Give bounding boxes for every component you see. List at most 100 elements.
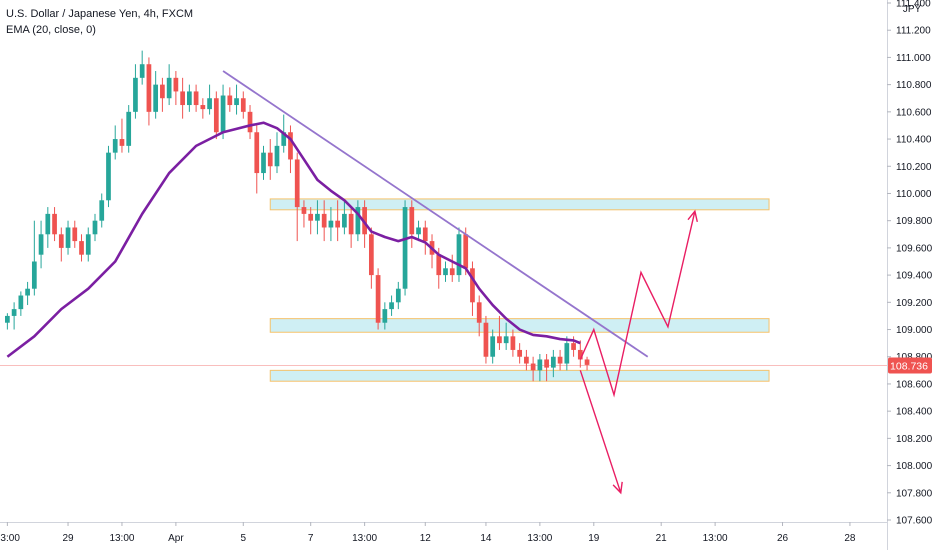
candle-body — [550, 356, 556, 368]
candle-body — [524, 356, 529, 364]
candle-body — [416, 227, 421, 235]
candle-body — [99, 200, 105, 221]
y-tick-label: 109.000 — [896, 325, 932, 336]
candle-body — [422, 227, 428, 242]
x-tick-label: 29 — [62, 533, 74, 544]
y-tick-label: 107.600 — [896, 516, 932, 527]
y-tick-label: 109.400 — [896, 271, 932, 282]
candle-body — [537, 359, 543, 371]
candle-body — [490, 336, 496, 357]
x-tick-label: 13:00 — [703, 533, 728, 544]
candle-body — [180, 91, 185, 106]
candle-body — [220, 95, 226, 133]
x-tick-label: 13:00 — [0, 533, 20, 544]
candle-body — [315, 213, 320, 221]
candle-body — [11, 309, 17, 316]
x-tick-label: 13:00 — [352, 533, 377, 544]
candle-body — [497, 336, 502, 344]
candle-body — [106, 152, 111, 201]
x-tick-label: 13:00 — [109, 533, 134, 544]
candle-body — [395, 288, 401, 303]
candle-body — [133, 77, 138, 112]
candle-body — [577, 349, 583, 360]
candle-body — [389, 302, 394, 310]
candle-body — [261, 152, 266, 174]
candle-body — [58, 234, 64, 248]
candle-body — [402, 207, 408, 289]
projection-up-arrow — [579, 211, 696, 398]
candle-body — [166, 77, 172, 99]
candle-body — [544, 359, 549, 368]
projection-up-arrow-head — [687, 209, 698, 223]
candle-body — [72, 227, 78, 242]
candle-body — [308, 213, 314, 221]
ema-line — [6, 121, 581, 358]
candle-body — [193, 91, 199, 106]
candle-body — [409, 207, 415, 235]
candle-body — [25, 288, 30, 296]
candle-body — [463, 234, 469, 269]
candle-body — [456, 234, 462, 276]
candle-body — [382, 309, 388, 323]
candle-body — [240, 98, 246, 112]
candle-body — [368, 234, 374, 276]
y-tick-label: 109.800 — [896, 216, 932, 227]
candle-body — [18, 295, 24, 310]
candle-body — [267, 152, 273, 167]
y-tick-label: 111.000 — [896, 53, 931, 64]
y-tick-label: 110.600 — [896, 107, 932, 118]
y-tick-label: 110.000 — [896, 189, 932, 200]
candle-body — [207, 98, 212, 110]
candle-body — [449, 268, 455, 276]
candle-body — [294, 159, 300, 208]
y-tick-label: 108.400 — [896, 407, 932, 418]
trendline — [222, 70, 649, 358]
projection-down-arrow-head — [612, 481, 623, 495]
candle-body — [79, 241, 84, 255]
x-tick-label: 14 — [480, 533, 492, 544]
candle-body — [187, 91, 192, 106]
candle-body — [227, 95, 233, 106]
y-tick-label: 108.000 — [896, 461, 932, 472]
candle-body — [355, 207, 361, 235]
indicator-label: EMA (20, close, 0) — [6, 24, 96, 36]
candle-body — [234, 98, 239, 106]
candle-body — [557, 356, 563, 364]
candle-body — [288, 132, 293, 160]
y-tick-label: 110.200 — [896, 162, 932, 173]
candle-body — [5, 315, 10, 323]
current-price-label: 108.736 — [890, 360, 928, 372]
y-tick-label: 111.400 — [896, 0, 931, 10]
y-tick-label: 108.600 — [896, 379, 932, 390]
candle-body — [160, 84, 165, 99]
candle-body — [45, 213, 51, 235]
candle-body — [436, 254, 442, 276]
x-tick-label: 21 — [656, 533, 668, 544]
candle-body — [375, 275, 381, 323]
candle-body — [52, 213, 57, 235]
zone-1 — [269, 318, 770, 333]
candle-body — [92, 220, 98, 235]
candle-body — [213, 98, 219, 133]
y-tick-label: 110.400 — [896, 135, 932, 146]
candle-body — [139, 64, 145, 78]
x-tick-label: Apr — [168, 533, 184, 544]
x-tick-label: 28 — [844, 533, 856, 544]
y-tick-label: 109.200 — [896, 298, 932, 309]
candle-body — [38, 234, 44, 255]
candle-body — [153, 84, 159, 112]
candle-body — [274, 145, 280, 167]
y-tick-label: 110.800 — [896, 80, 932, 91]
chart-legend: U.S. Dollar / Japanese Yen, 4h, FXCM EMA… — [6, 6, 193, 38]
symbol-title: U.S. Dollar / Japanese Yen, 4h, FXCM — [6, 8, 194, 20]
candle-body — [85, 234, 91, 255]
x-tick-label: 7 — [308, 533, 314, 544]
candle-body — [247, 111, 253, 133]
candle-body — [517, 349, 523, 357]
candle-body — [443, 268, 448, 276]
currency-label: JPY — [903, 4, 922, 15]
candle-body — [65, 227, 71, 248]
candle-body — [571, 343, 576, 350]
zone-0 — [269, 198, 770, 211]
